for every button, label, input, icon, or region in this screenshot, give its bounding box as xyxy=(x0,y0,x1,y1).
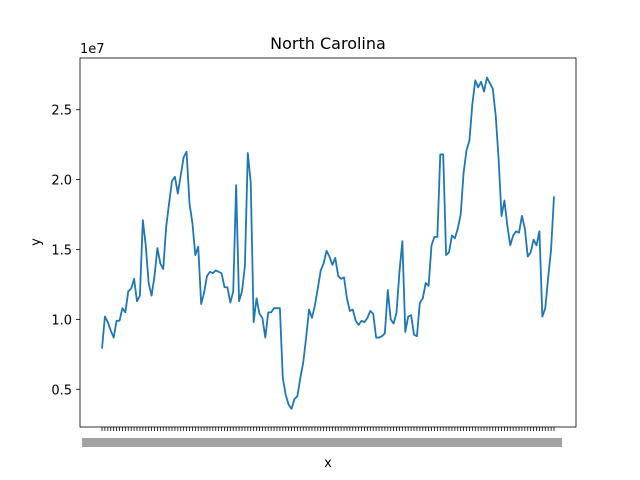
y-tick-label: 2.5 xyxy=(51,104,72,119)
x-tick-labels-overlap xyxy=(82,438,562,447)
y-tick-label: 0.5 xyxy=(51,383,72,398)
series-line xyxy=(101,76,555,410)
chart-title: North Carolina xyxy=(270,34,386,53)
x-axis-label: x xyxy=(324,456,332,471)
plot-area: 0.5 1.0 1.5 2.0 2.5 xyxy=(51,57,577,447)
y-tick-label: 2.0 xyxy=(51,174,72,189)
plot-frame xyxy=(79,57,577,428)
y-axis-label: y xyxy=(29,238,44,246)
y-tick-label: 1.0 xyxy=(51,313,72,328)
y-tick-label: 1.5 xyxy=(51,243,72,258)
y-scale-label: 1e7 xyxy=(80,42,105,57)
